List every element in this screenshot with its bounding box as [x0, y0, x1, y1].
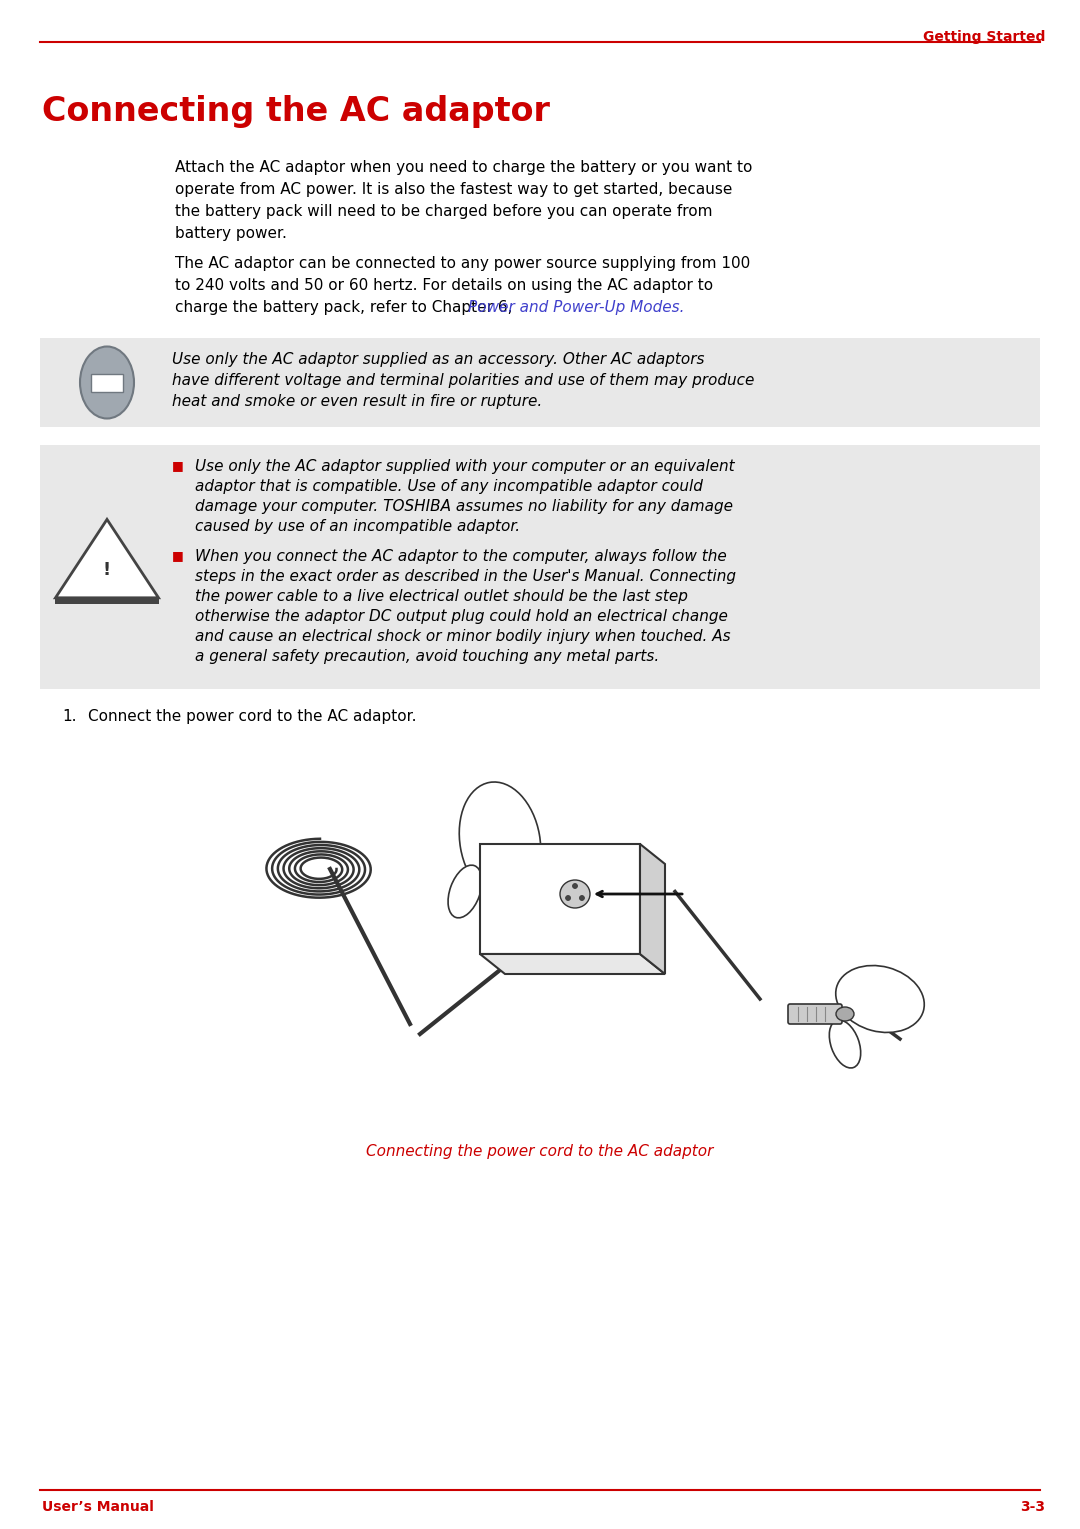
FancyBboxPatch shape [40, 338, 1040, 427]
Text: 3-3: 3-3 [1020, 1500, 1045, 1514]
Text: have different voltage and terminal polarities and use of them may produce: have different voltage and terminal pola… [172, 373, 754, 388]
Text: Getting Started: Getting Started [922, 31, 1045, 44]
FancyBboxPatch shape [55, 596, 159, 604]
Text: Use only the AC adaptor supplied with your computer or an equivalent: Use only the AC adaptor supplied with yo… [195, 459, 734, 474]
Text: 1.: 1. [62, 709, 77, 725]
Text: operate from AC power. It is also the fastest way to get started, because: operate from AC power. It is also the fa… [175, 182, 732, 197]
Polygon shape [640, 844, 665, 974]
Polygon shape [480, 954, 665, 974]
Text: When you connect the AC adaptor to the computer, always follow the: When you connect the AC adaptor to the c… [195, 549, 727, 564]
Text: User’s Manual: User’s Manual [42, 1500, 153, 1514]
Ellipse shape [80, 347, 134, 419]
Ellipse shape [448, 865, 482, 917]
Polygon shape [55, 520, 159, 598]
Ellipse shape [572, 884, 578, 888]
Text: ■: ■ [172, 459, 184, 472]
Text: the power cable to a live electrical outlet should be the last step: the power cable to a live electrical out… [195, 589, 688, 604]
Text: the battery pack will need to be charged before you can operate from: the battery pack will need to be charged… [175, 203, 713, 219]
Text: damage your computer. TOSHIBA assumes no liability for any damage: damage your computer. TOSHIBA assumes no… [195, 498, 733, 514]
Text: caused by use of an incompatible adaptor.: caused by use of an incompatible adaptor… [195, 518, 521, 534]
Polygon shape [480, 844, 640, 954]
Text: Connect the power cord to the AC adaptor.: Connect the power cord to the AC adaptor… [87, 709, 417, 725]
Text: adaptor that is compatible. Use of any incompatible adaptor could: adaptor that is compatible. Use of any i… [195, 479, 703, 494]
Ellipse shape [836, 1008, 854, 1021]
Text: !: ! [103, 561, 111, 579]
Text: battery power.: battery power. [175, 226, 287, 242]
Text: steps in the exact order as described in the User's Manual. Connecting: steps in the exact order as described in… [195, 569, 735, 584]
Text: Use only the AC adaptor supplied as an accessory. Other AC adaptors: Use only the AC adaptor supplied as an a… [172, 352, 704, 367]
Text: and cause an electrical shock or minor bodily injury when touched. As: and cause an electrical shock or minor b… [195, 628, 731, 644]
Ellipse shape [561, 881, 590, 908]
Ellipse shape [836, 965, 924, 1032]
Text: heat and smoke or even result in fire or rupture.: heat and smoke or even result in fire or… [172, 394, 542, 408]
Text: Attach the AC adaptor when you need to charge the battery or you want to: Attach the AC adaptor when you need to c… [175, 161, 753, 174]
Text: The AC adaptor can be connected to any power source supplying from 100: The AC adaptor can be connected to any p… [175, 255, 751, 271]
Text: charge the battery pack, refer to Chapter 6,: charge the battery pack, refer to Chapte… [175, 300, 517, 315]
Text: otherwise the adaptor DC output plug could hold an electrical change: otherwise the adaptor DC output plug cou… [195, 609, 728, 624]
Ellipse shape [829, 1020, 861, 1067]
FancyBboxPatch shape [40, 445, 1040, 690]
Text: Connecting the AC adaptor: Connecting the AC adaptor [42, 95, 550, 128]
Ellipse shape [566, 896, 570, 901]
Text: ■: ■ [172, 549, 184, 563]
FancyBboxPatch shape [788, 1005, 842, 1024]
FancyBboxPatch shape [91, 373, 123, 391]
Text: to 240 volts and 50 or 60 hertz. For details on using the AC adaptor to: to 240 volts and 50 or 60 hertz. For det… [175, 278, 713, 294]
Text: Connecting the power cord to the AC adaptor: Connecting the power cord to the AC adap… [366, 1144, 714, 1159]
Ellipse shape [459, 781, 541, 901]
Text: Power and Power-Up Modes.: Power and Power-Up Modes. [469, 300, 685, 315]
Ellipse shape [580, 896, 584, 901]
Text: a general safety precaution, avoid touching any metal parts.: a general safety precaution, avoid touch… [195, 648, 659, 664]
